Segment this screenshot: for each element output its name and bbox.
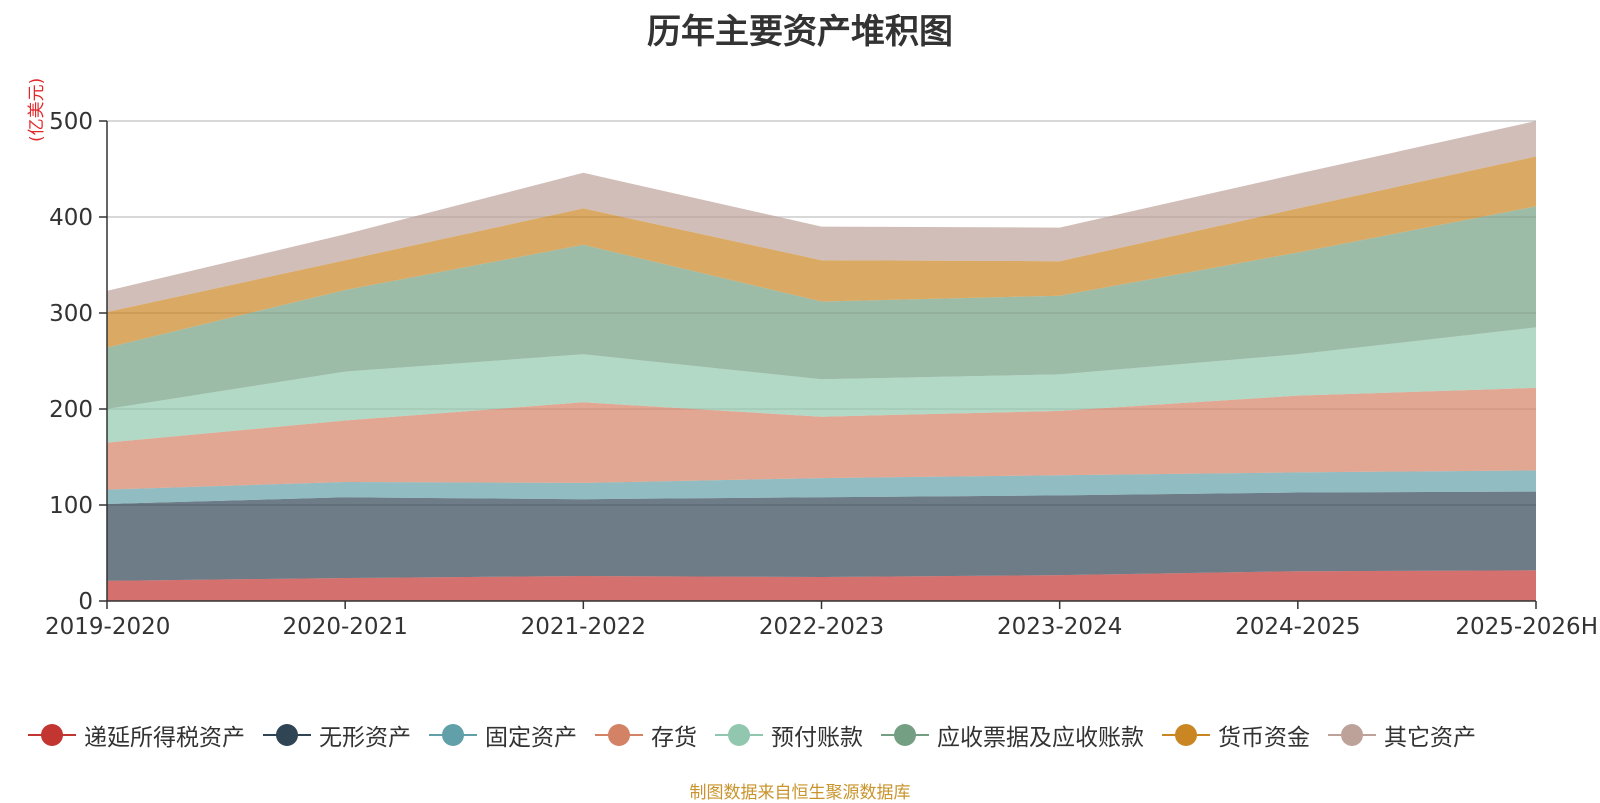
- legend-label: 应收票据及应收账款: [937, 725, 1144, 751]
- area-series-6[interactable]: [107, 156, 1536, 348]
- legend-label: 其它资产: [1384, 725, 1476, 751]
- legend-label: 货币资金: [1218, 725, 1310, 751]
- legend-item-6[interactable]: 货币资金: [1162, 718, 1310, 752]
- legend-marker-icon: [1328, 723, 1376, 747]
- y-tick-label-300: 300: [49, 301, 93, 327]
- x-tick-label-4: 2023-2024: [997, 614, 1122, 640]
- area-series-4[interactable]: [107, 327, 1536, 443]
- x-tick-label-3: 2022-2023: [759, 614, 884, 640]
- stacked-area-chart: 0 100 200 300 400 500 2019-2020 2020-2021 2021-2…: [45, 109, 1598, 640]
- area-series-1[interactable]: [107, 491, 1536, 581]
- source-note: 制图数据来自恒生聚源数据库: [689, 783, 911, 803]
- legend-item-7[interactable]: 其它资产: [1328, 718, 1476, 752]
- x-tick-label-6: 2025-2026H: [1455, 614, 1598, 640]
- y-tick-label-500: 500: [49, 109, 93, 135]
- legend-item-1[interactable]: 无形资产: [263, 718, 411, 752]
- legend-marker-icon: [595, 723, 643, 747]
- area-series-3[interactable]: [107, 387, 1536, 490]
- x-tick-label-5: 2024-2025: [1235, 614, 1360, 640]
- axes: 0 100 200 300 400 500 2019-2020 2020-2021 2021-2…: [45, 109, 1598, 640]
- legend-marker-icon: [263, 723, 311, 747]
- legend-item-0[interactable]: 递延所得税资产: [28, 718, 245, 752]
- legend-item-2[interactable]: 固定资产: [429, 718, 577, 752]
- y-tick-label-200: 200: [49, 397, 93, 423]
- legend-label: 固定资产: [485, 725, 577, 751]
- legend-item-4[interactable]: 预付账款: [715, 718, 863, 752]
- legend-label: 存货: [651, 725, 697, 751]
- x-tick-label-0: 2019-2020: [45, 614, 170, 640]
- chart-title: 历年主要资产堆积图: [647, 12, 953, 52]
- legend: 递延所得税资产 无形资产 固定资产 存货 预付账款 应收票据及应收账款 货币资金 其它资产: [28, 718, 1494, 752]
- legend-marker-icon: [715, 723, 763, 747]
- area-series-5[interactable]: [107, 206, 1536, 409]
- legend-marker-icon: [28, 723, 76, 747]
- x-tick-label-1: 2020-2021: [282, 614, 407, 640]
- legend-marker-icon: [881, 723, 929, 747]
- legend-marker-icon: [429, 723, 477, 747]
- legend-marker-icon: [1162, 723, 1210, 747]
- area-series-2[interactable]: [107, 470, 1536, 504]
- area-series: [107, 121, 1536, 601]
- area-series-7[interactable]: [107, 121, 1536, 312]
- x-tick-label-2: 2021-2022: [521, 614, 646, 640]
- legend-item-3[interactable]: 存货: [595, 718, 697, 752]
- legend-label: 递延所得税资产: [84, 725, 245, 751]
- legend-label: 预付账款: [771, 725, 863, 751]
- y-tick-label-100: 100: [49, 493, 93, 519]
- area-series-0[interactable]: [107, 570, 1536, 601]
- y-tick-label-400: 400: [49, 205, 93, 231]
- y-tick-label-0: 0: [78, 589, 93, 615]
- legend-label: 无形资产: [319, 725, 411, 751]
- legend-item-5[interactable]: 应收票据及应收账款: [881, 718, 1144, 752]
